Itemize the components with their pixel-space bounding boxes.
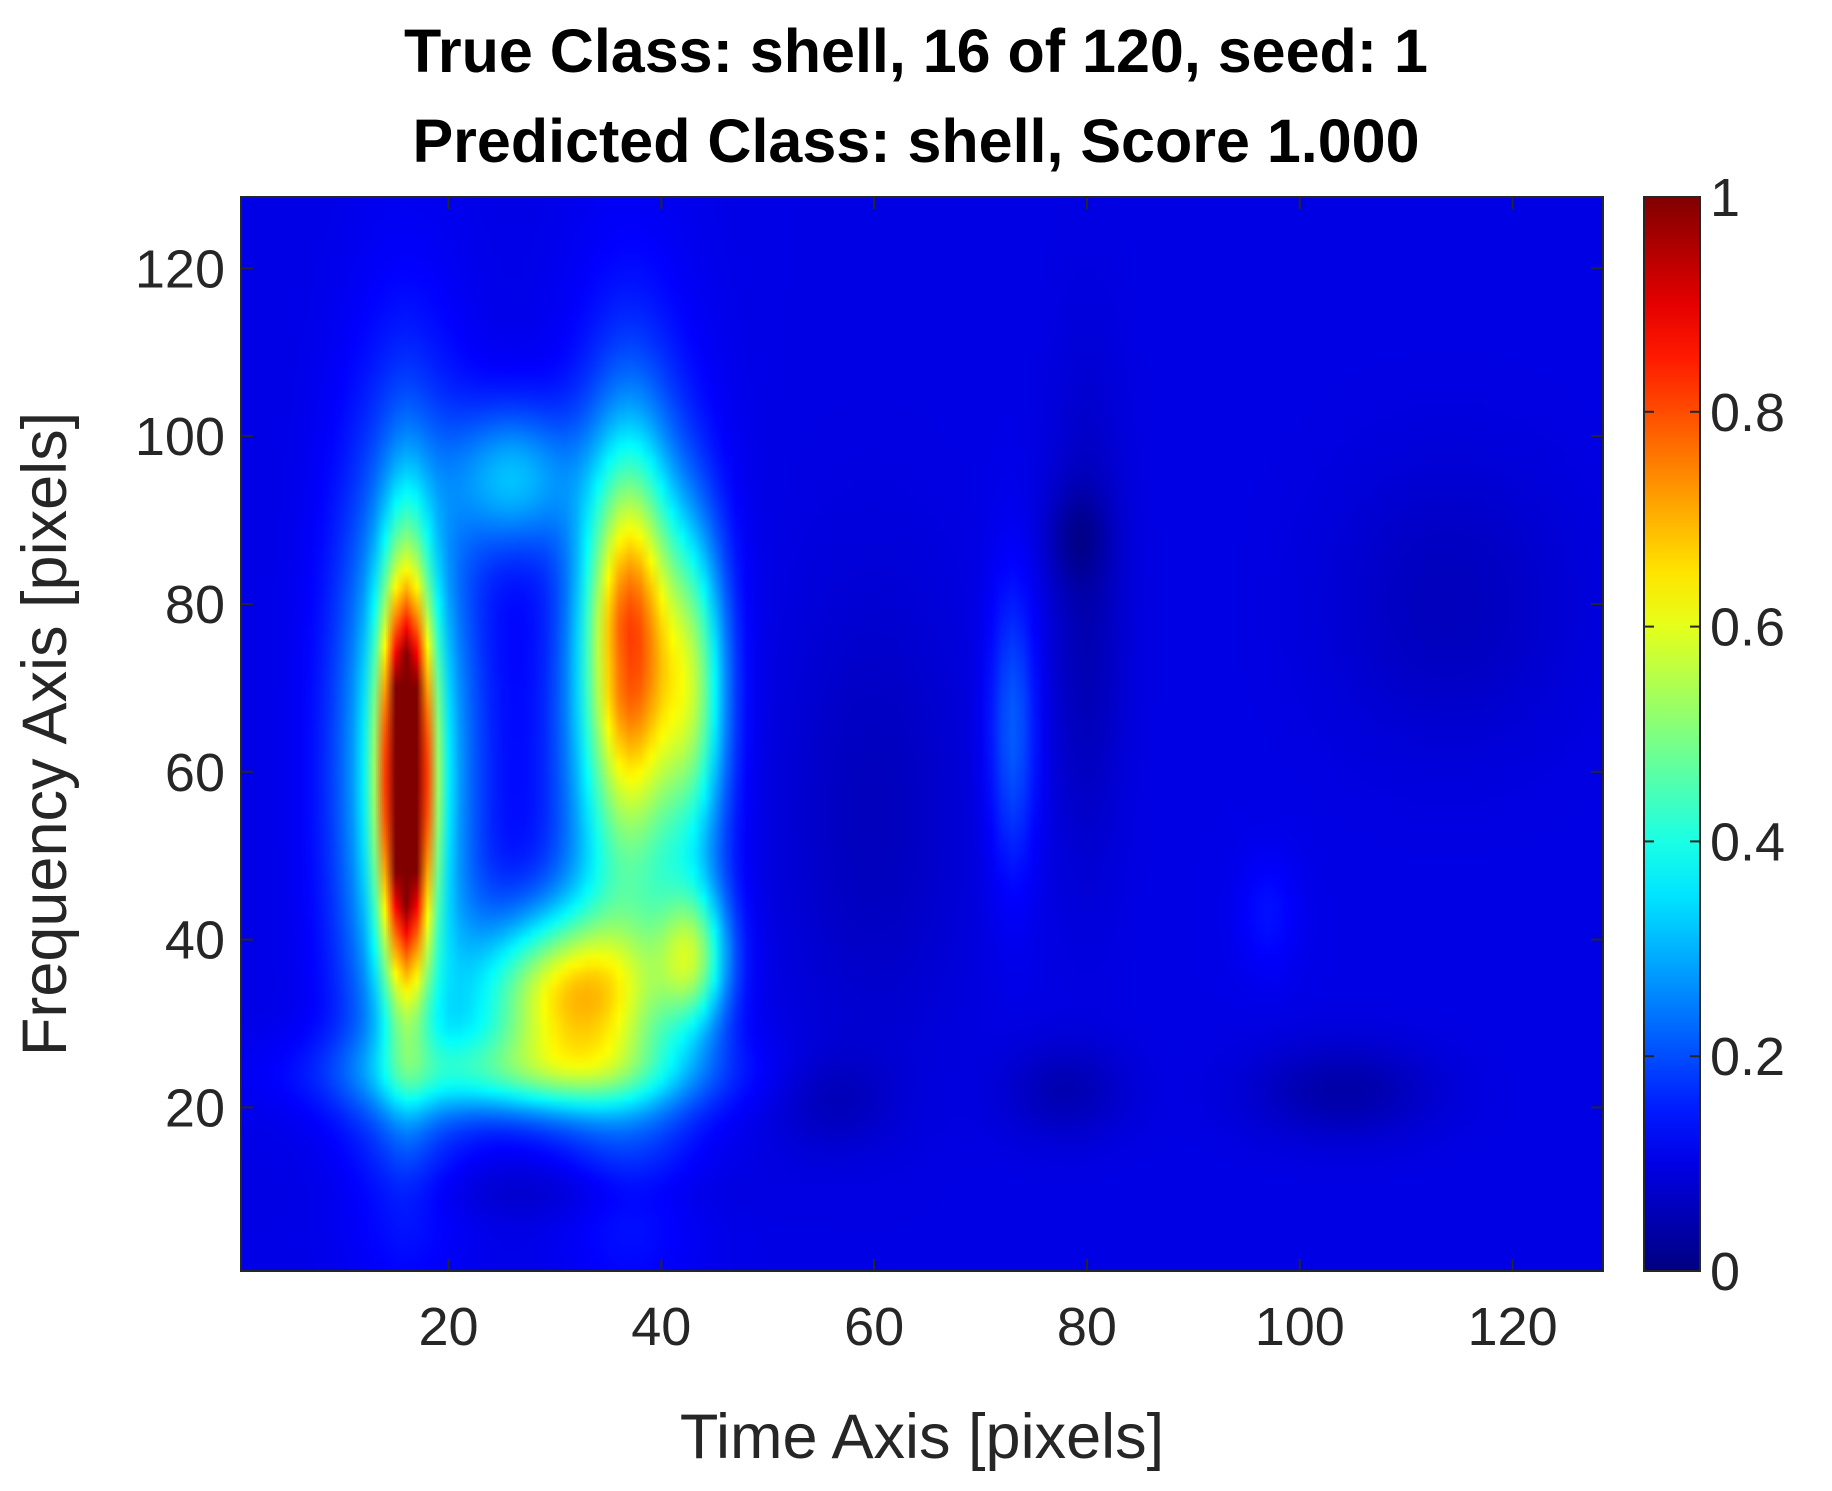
y-tick-label: 100 — [135, 407, 225, 467]
y-tick-label: 40 — [165, 911, 225, 971]
chart-title: True Class: shell, 16 of 120, seed: 1 — [404, 17, 1428, 85]
y-tick-label: 120 — [135, 239, 225, 299]
x-tick-label: 40 — [631, 1297, 691, 1357]
colorbar-gradient — [1644, 197, 1700, 1271]
chart-subtitle: Predicted Class: shell, Score 1.000 — [412, 107, 1419, 175]
plot-frame — [240, 196, 1604, 1272]
x-tick-label: 20 — [418, 1297, 478, 1357]
plot-area: 20 40 60 80 100 120 20 40 60 80 100 120 — [135, 196, 1604, 1357]
y-axis-ticks: 20 40 60 80 100 120 — [135, 239, 1603, 1138]
colorbar: 0 0.2 0.4 0.6 0.8 1 — [1643, 168, 1785, 1302]
y-tick-label: 60 — [165, 743, 225, 803]
colorbar-ticks: 0 0.2 0.4 0.6 0.8 1 — [1644, 168, 1785, 1302]
colorbar-tick-label: 0.6 — [1710, 598, 1785, 658]
colorbar-tick-label: 0 — [1710, 1242, 1740, 1302]
y-tick-label: 20 — [165, 1078, 225, 1138]
heatmap-image — [241, 197, 1603, 1271]
colorbar-tick-label: 0.2 — [1710, 1027, 1785, 1087]
x-tick-label: 120 — [1468, 1297, 1558, 1357]
x-axis-label: Time Axis [pixels] — [680, 1402, 1164, 1472]
y-tick-label: 80 — [165, 575, 225, 635]
colorbar-tick-label: 1 — [1710, 168, 1740, 228]
x-axis-ticks: 20 40 60 80 100 120 — [418, 197, 1558, 1357]
x-tick-label: 100 — [1255, 1297, 1345, 1357]
colorbar-tick-label: 0.4 — [1710, 812, 1785, 872]
x-tick-label: 60 — [844, 1297, 904, 1357]
colorbar-tick-label: 0.8 — [1710, 383, 1785, 443]
y-axis-label: Frequency Axis [pixels] — [10, 412, 80, 1056]
x-tick-label: 80 — [1057, 1297, 1117, 1357]
colorbar-frame — [1643, 196, 1701, 1272]
